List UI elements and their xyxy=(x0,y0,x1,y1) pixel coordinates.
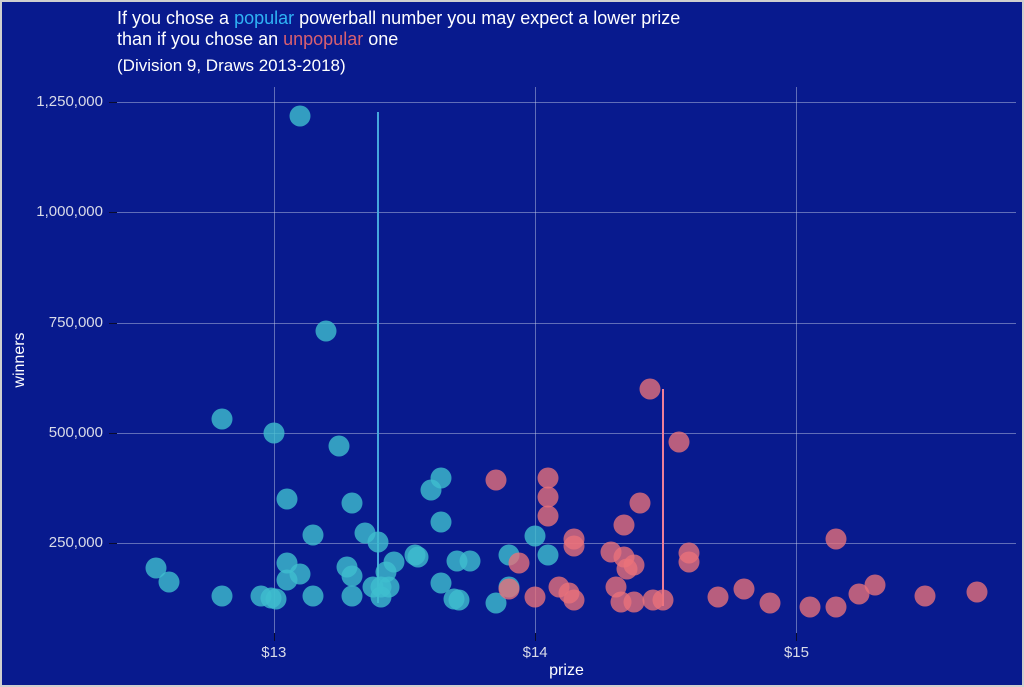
data-point-popular xyxy=(315,320,337,342)
data-point-unpopular xyxy=(485,469,507,491)
data-point-popular xyxy=(302,585,324,607)
mean-line-popular xyxy=(377,112,380,604)
y-gridline xyxy=(117,212,1016,214)
data-point-unpopular xyxy=(524,586,546,608)
data-point-unpopular xyxy=(799,596,821,618)
data-point-unpopular xyxy=(707,586,729,608)
data-point-unpopular xyxy=(966,581,988,603)
x-tick-mark xyxy=(535,633,537,641)
data-point-popular xyxy=(289,105,311,127)
data-point-popular xyxy=(430,572,452,594)
data-point-popular xyxy=(263,422,285,444)
data-point-unpopular xyxy=(537,486,559,508)
data-point-popular xyxy=(341,585,363,607)
data-point-popular xyxy=(378,576,400,598)
x-tick-label: $13 xyxy=(261,644,287,661)
data-point-unpopular xyxy=(733,578,755,600)
data-point-popular xyxy=(537,544,559,566)
data-point-unpopular xyxy=(825,528,847,550)
data-point-popular xyxy=(430,511,452,533)
data-point-unpopular xyxy=(498,578,520,600)
y-tick-mark xyxy=(109,212,117,214)
data-point-popular xyxy=(430,467,452,489)
data-point-unpopular xyxy=(639,378,661,400)
y-tick-label: 1,250,000 xyxy=(36,93,103,111)
x-tick-label: $15 xyxy=(783,644,809,661)
data-point-popular xyxy=(524,525,546,547)
data-point-unpopular xyxy=(629,492,651,514)
data-point-popular xyxy=(383,551,405,573)
chart-subtitle: (Division 9, Draws 2013-2018) xyxy=(117,56,346,75)
data-point-unpopular xyxy=(613,514,635,536)
title-text: If you chose a xyxy=(117,8,235,28)
data-point-popular xyxy=(211,585,233,607)
y-gridline xyxy=(117,102,1016,104)
data-point-unpopular xyxy=(759,592,781,614)
chart-title-line-2: than if you chose an unpopular one xyxy=(117,29,680,50)
data-point-popular xyxy=(341,565,363,587)
x-tick-mark xyxy=(273,633,275,641)
data-point-popular xyxy=(265,588,287,610)
y-gridline xyxy=(117,322,1016,324)
data-point-popular xyxy=(289,563,311,585)
x-axis-title: prize xyxy=(549,662,584,679)
y-tick-mark xyxy=(109,432,117,434)
data-point-popular xyxy=(485,592,507,614)
y-tick-label: 250,000 xyxy=(48,533,103,551)
data-point-popular xyxy=(341,492,363,514)
data-point-unpopular xyxy=(668,431,690,453)
data-point-unpopular xyxy=(914,585,936,607)
x-tick-label: $14 xyxy=(522,644,548,661)
x-tick-mark xyxy=(796,633,798,641)
x-gridline xyxy=(535,87,537,633)
data-point-popular xyxy=(448,589,470,611)
data-point-unpopular xyxy=(623,554,645,576)
data-point-popular xyxy=(407,546,429,568)
data-point-popular xyxy=(158,571,180,593)
data-point-unpopular xyxy=(652,589,674,611)
title-unpopular-word: unpopular xyxy=(283,29,364,49)
data-point-popular xyxy=(459,550,481,572)
y-tick-label: 750,000 xyxy=(48,313,103,331)
data-point-unpopular xyxy=(825,596,847,618)
data-point-unpopular xyxy=(508,552,530,574)
y-tick-label: 1,000,000 xyxy=(36,203,103,221)
title-text: powerball number you may expect a lower … xyxy=(294,8,681,28)
data-point-popular xyxy=(211,408,233,430)
data-point-unpopular xyxy=(563,535,585,557)
title-text: one xyxy=(363,29,399,49)
x-gridline xyxy=(273,87,275,633)
data-point-popular xyxy=(328,435,350,457)
y-tick-mark xyxy=(109,102,117,104)
x-gridline xyxy=(796,87,798,633)
data-point-popular xyxy=(367,531,389,553)
chart-title: If you chose a popular powerball number … xyxy=(117,8,680,76)
mean-line-unpopular xyxy=(662,388,665,606)
chart-title-line-1: If you chose a popular powerball number … xyxy=(117,8,680,29)
data-point-popular xyxy=(276,488,298,510)
y-gridline xyxy=(117,432,1016,434)
data-point-unpopular xyxy=(623,591,645,613)
data-point-unpopular xyxy=(678,551,700,573)
data-point-unpopular xyxy=(864,574,886,596)
title-popular-word: popular xyxy=(234,8,295,28)
y-tick-mark xyxy=(109,322,117,324)
title-text: than if you chose an xyxy=(117,29,284,49)
data-point-popular xyxy=(302,524,324,546)
y-tick-mark xyxy=(109,542,117,544)
data-point-unpopular xyxy=(537,505,559,527)
y-tick-label: 500,000 xyxy=(48,423,103,441)
data-point-unpopular xyxy=(537,467,559,489)
data-point-unpopular xyxy=(563,589,585,611)
